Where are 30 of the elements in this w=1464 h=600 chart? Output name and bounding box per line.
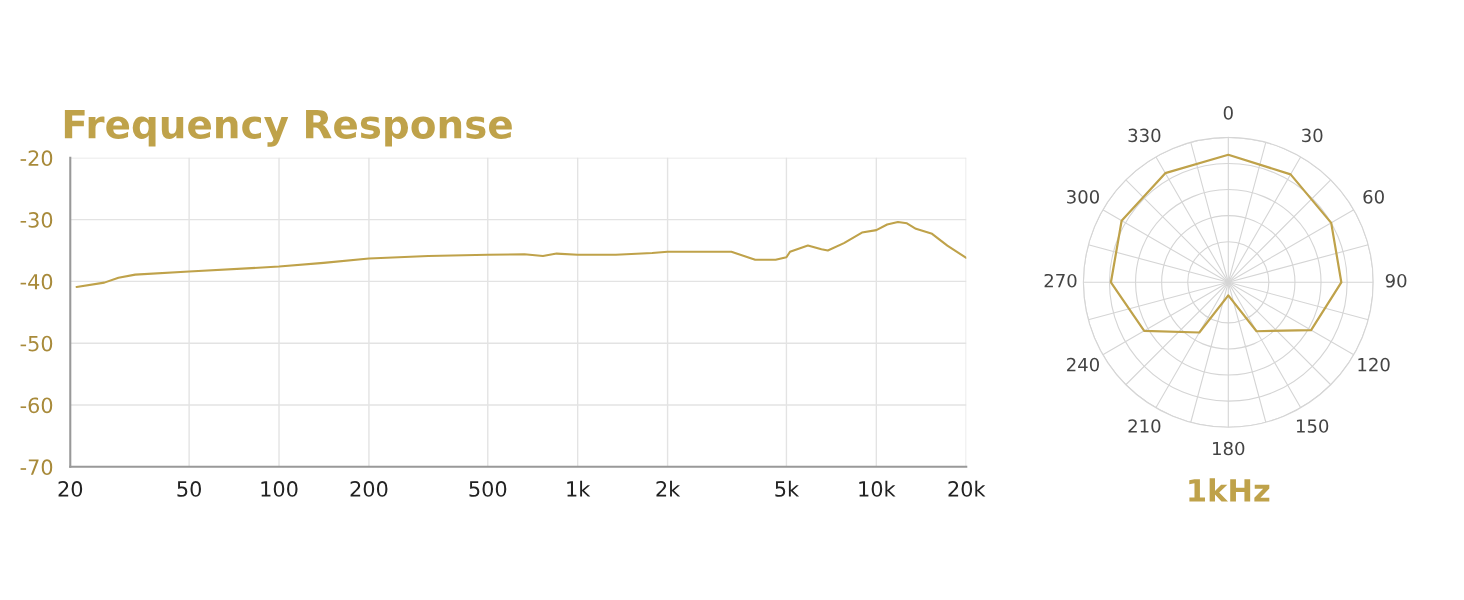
spoke-label: 180 [1213, 441, 1245, 456]
x-tick-label: 5k [775, 480, 800, 497]
y-tick-label: -70 [20, 459, 53, 476]
spoke-label: 30 [1302, 128, 1323, 143]
y-tick-label: -40 [20, 273, 53, 290]
x-tick-label: 1k [567, 480, 591, 497]
y-tick-label: -50 [20, 335, 53, 352]
spoke-label: 90 [1385, 273, 1407, 288]
chart-title: Frequency Response [64, 110, 512, 147]
x-tick-label: 50 [177, 481, 201, 497]
spoke-label: 120 [1358, 357, 1390, 372]
spoke-label: 330 [1128, 128, 1161, 143]
y-tick-label: -30 [20, 212, 53, 228]
x-tick-label: 500 [469, 481, 507, 497]
spoke-label: 60 [1363, 189, 1384, 204]
spoke-label: 300 [1067, 189, 1099, 204]
spoke-label: 150 [1296, 419, 1329, 433]
x-tick-label: 20k [948, 480, 986, 497]
x-tick-label: 20 [58, 481, 83, 497]
x-tick-label: 10k [859, 480, 896, 497]
x-tick-label: 200 [350, 481, 388, 497]
y-tick-label: -60 [20, 397, 53, 414]
text: 1kHz [1189, 478, 1270, 502]
spoke-label: 210 [1128, 419, 1161, 433]
spoke-label: 240 [1067, 357, 1099, 372]
x-tick-label: 100 [261, 481, 298, 497]
spoke-label: 0 [1223, 106, 1233, 120]
spoke-label: 270 [1044, 273, 1077, 288]
x-tick-label: 2k [656, 480, 681, 497]
y-tick-label: -20 [20, 150, 53, 167]
